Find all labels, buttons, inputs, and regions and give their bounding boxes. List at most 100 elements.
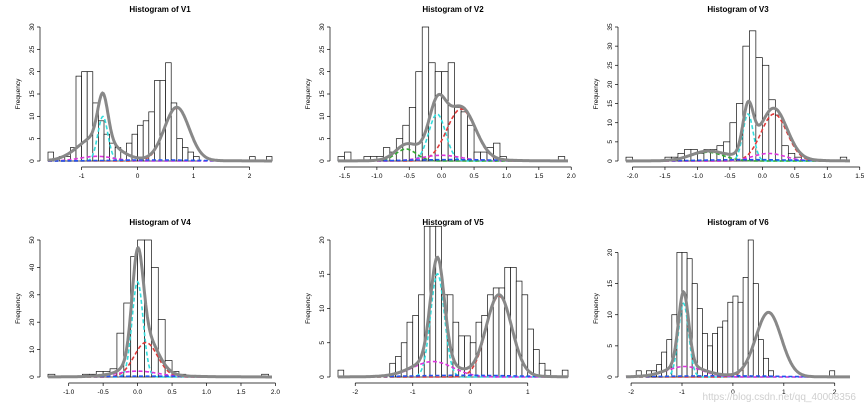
- y-tick-label: 35: [607, 23, 614, 31]
- x-tick-label: 0: [731, 389, 735, 396]
- component-density-curve: [48, 341, 272, 378]
- x-tick-label: -1.0: [692, 173, 704, 180]
- y-axis-label: Frequency: [593, 292, 600, 323]
- histogram-bar: [176, 138, 183, 162]
- histogram-panel-v3: Histogram of V3 Frequency -2.0 -1.5 -1.0 -0.5…: [593, 5, 864, 180]
- x-tick-label: -1.0: [371, 173, 383, 180]
- x-tick-label: -1.5: [659, 173, 671, 180]
- histogram-bar: [415, 71, 423, 162]
- y-axis-label: Frequency: [305, 292, 312, 323]
- y-tick-label: 20: [319, 236, 326, 244]
- y-tick-label: 10: [29, 346, 36, 354]
- histogram-panel-v2: Histogram of V2 Frequency -1.5 -1.0 -0.5 0.0 0…: [305, 5, 576, 180]
- component-density-curve: [338, 113, 568, 162]
- y-tick-label: 30: [29, 23, 36, 31]
- x-tick-label: 1.5: [855, 173, 864, 180]
- y-tick-label: 5: [319, 136, 326, 140]
- histogram-bar: [717, 326, 724, 378]
- y-tick-label: 10: [607, 311, 614, 319]
- chart-title: Histogram of V1: [129, 5, 191, 14]
- x-tick-label: -2: [628, 389, 634, 396]
- histogram-bar: [441, 71, 449, 162]
- histogram-bar: [533, 349, 540, 378]
- histogram-bar: [727, 301, 734, 378]
- histogram-bar: [460, 111, 468, 162]
- y-tick-label: 15: [607, 280, 614, 288]
- histogram-bar: [151, 267, 159, 378]
- x-tick-label: 1.5: [534, 173, 543, 180]
- histogram-bar: [722, 320, 729, 378]
- histogram-bar: [159, 80, 166, 162]
- component-density-curve: [626, 375, 850, 378]
- histogram-bar: [763, 357, 769, 378]
- histogram-bar: [454, 107, 462, 162]
- x-tick-label: -1: [679, 389, 685, 396]
- x-tick-label: 0.5: [168, 389, 177, 396]
- component-density-curve: [48, 370, 272, 378]
- histogram-bar: [412, 315, 419, 378]
- histogram-bar: [137, 124, 144, 162]
- histogram-bar: [467, 124, 475, 162]
- chart-title: Histogram of V4: [129, 218, 191, 227]
- y-tick-label: 20: [607, 80, 614, 88]
- x-tick-label: 0.0: [133, 389, 142, 396]
- mixture-density-curve: [48, 246, 272, 379]
- y-tick-label: 15: [29, 90, 36, 98]
- histogram-bar: [182, 147, 189, 162]
- y-tick-label: 5: [319, 341, 326, 345]
- histogram-bar: [98, 120, 105, 162]
- histogram-bar: [758, 339, 764, 378]
- histogram-bar: [666, 339, 673, 378]
- y-tick-label: 0: [29, 159, 36, 163]
- histogram-panel-v4: Histogram of V4 Frequency -1.0 -0.5 0.0 0.5 1.…: [15, 218, 280, 396]
- y-axis-label: Frequency: [593, 78, 600, 109]
- component-density-curve: [338, 374, 568, 378]
- histogram-bar: [86, 71, 94, 162]
- histogram-bar: [755, 57, 763, 162]
- y-tick-label: 20: [607, 248, 614, 256]
- watermark: https://blog.csdn.net/qq_40008356: [702, 392, 856, 403]
- y-tick-label: 30: [607, 42, 614, 50]
- x-tick-label: -1: [79, 173, 85, 180]
- x-tick-label: 0.0: [758, 173, 767, 180]
- histogram-bar: [681, 252, 688, 378]
- y-tick-label: 25: [319, 45, 326, 53]
- x-tick-label: -2: [352, 389, 358, 396]
- histogram-bar: [712, 333, 718, 378]
- chart-title: Histogram of V2: [422, 5, 484, 14]
- y-axis-label: Frequency: [15, 78, 22, 109]
- mixture-density-curve: [626, 99, 850, 163]
- y-tick-label: 30: [29, 291, 36, 299]
- x-tick-label: -1.0: [63, 389, 75, 396]
- x-tick-label: 1.0: [202, 389, 211, 396]
- x-tick-label: 2.0: [567, 173, 576, 180]
- x-tick-label: 1.5: [236, 389, 245, 396]
- x-tick-label: 0.5: [790, 173, 799, 180]
- y-tick-label: 5: [607, 344, 614, 348]
- x-tick-label: 2.0: [271, 389, 280, 396]
- y-tick-label: 10: [29, 112, 36, 120]
- histogram-bar: [435, 225, 442, 378]
- y-tick-label: 15: [319, 270, 326, 278]
- mixture-density-curve: [47, 91, 272, 163]
- component-density-curve: [626, 158, 850, 162]
- chart-title: Histogram of V3: [707, 5, 769, 14]
- histogram-bar: [81, 71, 88, 162]
- x-tick-label: -2.0: [627, 173, 639, 180]
- x-tick-label: 2: [833, 389, 837, 396]
- x-tick-label: 1: [782, 389, 786, 396]
- y-tick-label: 0: [607, 375, 614, 379]
- y-tick-label: 25: [29, 45, 36, 53]
- x-tick-label: -1.5: [339, 173, 351, 180]
- histogram-bar: [661, 351, 668, 378]
- y-tick-label: 0: [29, 375, 36, 379]
- mixture-density-curve: [338, 255, 568, 379]
- histogram-bar: [732, 295, 739, 378]
- y-tick-label: 15: [319, 90, 326, 98]
- x-tick-label: -0.5: [98, 389, 110, 396]
- y-tick-label: 15: [607, 100, 614, 108]
- x-tick-label: 0: [468, 389, 472, 396]
